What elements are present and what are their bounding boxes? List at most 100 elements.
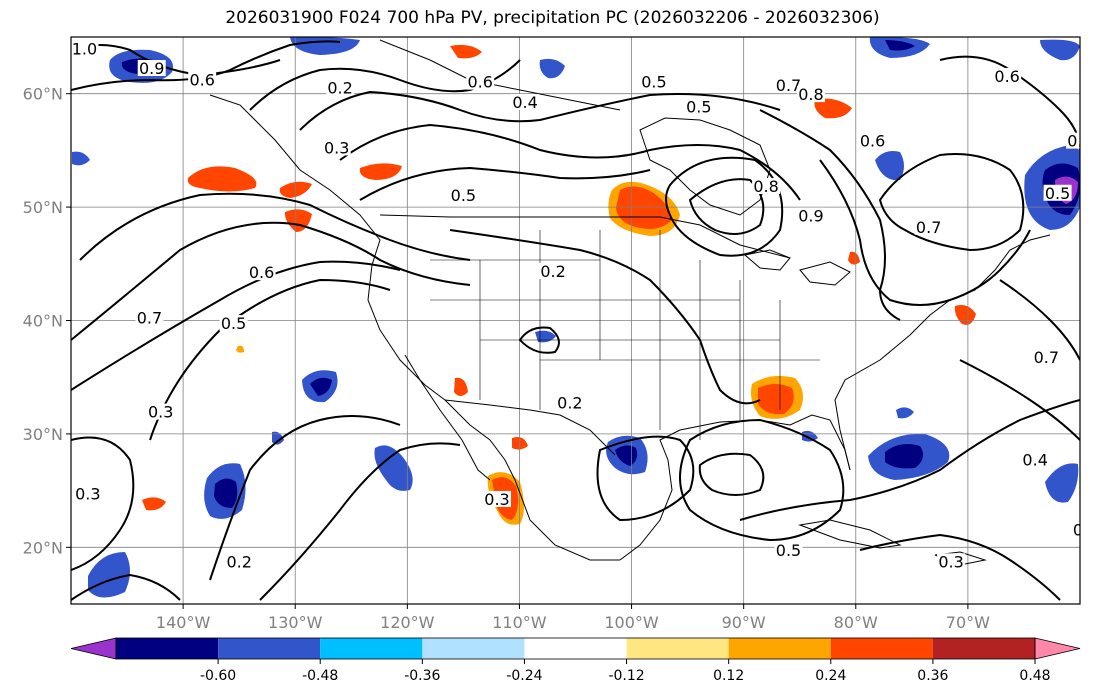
negative-anomaly-area: [875, 151, 904, 181]
pv-contour: [79, 192, 471, 261]
contour-label: 0.6: [467, 73, 492, 92]
pv-contours: [71, 40, 1080, 601]
contour-label-bg: [188, 71, 217, 88]
contour-label-bg: [247, 264, 276, 281]
pv-contour: [878, 153, 1025, 252]
pv-contour: [359, 166, 651, 201]
pv-contour: [596, 435, 695, 522]
colorbar-max-arrow: [1034, 637, 1081, 660]
pv-contour: [939, 55, 1080, 151]
negative-anomaly-area: [896, 407, 914, 419]
positive-anomaly-area: [359, 163, 402, 180]
contour-label-bg: [511, 94, 540, 111]
coastline-west: [209, 94, 620, 561]
contour-label: 0.8: [753, 177, 778, 196]
contour-label: 0.5: [451, 186, 476, 205]
lon-tick-label: 100°W: [604, 613, 659, 632]
contour-label-bg: [225, 553, 254, 570]
lat-tick-label: 30°N: [23, 425, 63, 444]
colorbar-tick-label: 0.24: [815, 668, 846, 684]
contour-label-bg: [796, 207, 825, 224]
contour-label-bg: [466, 73, 495, 90]
contour-label-bg: [326, 79, 355, 96]
contour-label-bg: [684, 98, 713, 115]
contour-label: 0.9: [798, 206, 823, 225]
colorbar-segment: [422, 638, 525, 659]
contour-label-bg: [137, 60, 166, 77]
lon-tick-label: 130°W: [268, 613, 323, 632]
negative-anomaly-area: [885, 40, 915, 51]
pv-contour: [739, 399, 1080, 521]
pv-contour: [819, 159, 1031, 306]
contour-label-bg: [135, 309, 164, 326]
lon-tick-label: 140°W: [156, 613, 211, 632]
pv-contour: [959, 359, 1080, 441]
arctic-coast: [379, 39, 621, 111]
great-lakes: [743, 249, 851, 286]
lat-tick-label: 20°N: [23, 538, 63, 557]
lon-tick-label: 90°W: [722, 613, 766, 632]
contour-label-bg: [752, 177, 781, 194]
contour-label-bg: [914, 218, 943, 235]
contour-label-bg: [483, 490, 512, 507]
negative-anomaly-area: [1045, 463, 1079, 503]
contour-label-bg: [1043, 184, 1072, 201]
negative-anomaly-area: [272, 431, 284, 445]
pv-contour: [71, 40, 341, 91]
positive-anomaly-area: [954, 305, 976, 325]
pv-contour: [259, 442, 461, 601]
contour-label: 0.7: [916, 218, 941, 237]
colorbar-segment: [626, 638, 729, 659]
positive-anomaly-area: [142, 497, 166, 511]
contour-label: 0.5: [221, 314, 246, 333]
colorbar-segment: [116, 638, 219, 659]
hudson-bay: [639, 117, 771, 216]
negative-anomaly-area: [214, 478, 238, 508]
positive-anomaly-area: [616, 186, 672, 229]
contour-label-bg: [555, 394, 584, 411]
pv-contour: [71, 44, 281, 77]
colorbar-segment: [830, 638, 933, 659]
positive-anomaly-area: [187, 166, 257, 192]
pv-contour: [71, 260, 401, 391]
pv-contour: [759, 109, 901, 321]
contour-label-bg: [937, 553, 966, 570]
contour-label-bg: [1071, 521, 1080, 538]
colorbar-segment: [932, 638, 1035, 659]
contour-label: 0.4: [512, 93, 537, 112]
us-canada-border: [379, 214, 791, 259]
contour-label: 0.3: [324, 138, 349, 157]
coastlines: [209, 39, 1051, 566]
east-coast: [834, 234, 1051, 471]
pv-contour: [859, 533, 1061, 601]
contour-label-bg: [322, 139, 351, 156]
lon-tick-label: 120°W: [380, 613, 435, 632]
pv-contour: [209, 415, 401, 581]
colorbar-segment: [218, 638, 321, 659]
contour-labels: 1.00.90.6 0.20.30.60.40.50.50.70.80.60.80…: [71, 40, 1092, 571]
interior-borders: [430, 230, 820, 440]
pv-contour: [299, 90, 781, 131]
positive-anomaly-area: [279, 181, 312, 198]
contour-label-bg: [774, 541, 803, 558]
colorbar-tick-label: -0.36: [404, 668, 440, 684]
contour-label-bg: [858, 132, 887, 149]
contour-label: 0.2: [226, 552, 251, 571]
contour-label-bg: [146, 403, 175, 420]
colorbar-tick-label: 0.12: [713, 668, 744, 684]
contour-label: 0.5: [1045, 184, 1070, 203]
contour-label-bg: [796, 86, 825, 103]
contour-label-bg: [73, 485, 102, 502]
contour-label: 0.8: [1067, 132, 1092, 151]
contour-label: 0.7: [1034, 348, 1059, 367]
colorbar-segment: [320, 638, 423, 659]
colorbar-segment: [524, 638, 627, 659]
contour-label-bg: [1021, 451, 1050, 468]
contour-label-bg: [539, 263, 568, 280]
axis-ticks: 60°N 50°N 40°N 30°N 20°N 140°W 130°W 120°W 110°W…: [23, 85, 990, 632]
contour-label-bg: [71, 40, 99, 57]
contour-label: 0.6: [860, 132, 885, 151]
lon-tick-label: 110°W: [492, 613, 547, 632]
positive-anomaly-area: [758, 384, 794, 415]
